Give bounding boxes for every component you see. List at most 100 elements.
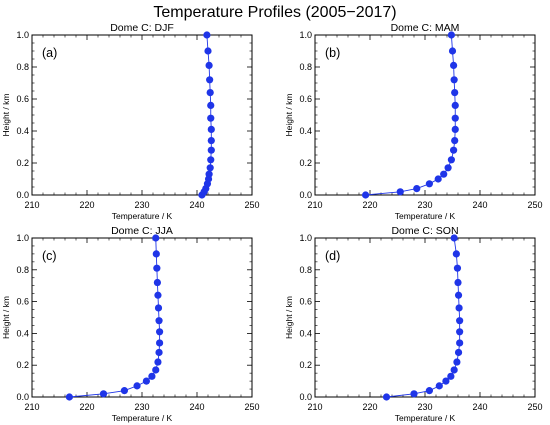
plot-frame xyxy=(31,237,253,398)
y-tick-label: 1.0 xyxy=(16,30,29,40)
x-tick-label: 230 xyxy=(417,200,432,210)
data-point xyxy=(207,101,215,109)
y-tick-label: 0.4 xyxy=(16,126,29,136)
data-point xyxy=(206,164,214,172)
y-tick-label: 0.0 xyxy=(16,190,29,200)
x-tick-label: 220 xyxy=(362,200,377,210)
data-point xyxy=(396,188,404,196)
y-tick-label: 0.2 xyxy=(16,158,29,168)
profile-line xyxy=(365,34,456,196)
x-tick-label: 240 xyxy=(472,402,487,412)
data-point xyxy=(447,372,455,380)
profile-line xyxy=(386,237,461,398)
data-point xyxy=(203,31,211,39)
x-tick-label: 230 xyxy=(417,402,432,412)
data-point xyxy=(440,170,448,178)
y-tick-label: 0.4 xyxy=(299,126,312,136)
x-tick-label: 250 xyxy=(244,200,259,210)
data-point xyxy=(451,89,459,97)
data-point xyxy=(207,156,215,164)
x-tick-label: 230 xyxy=(134,200,149,210)
panel-d: 210 220 230 240 250 0.0 0.2 0.4 0.6 0.8 1.0 Dome C:… xyxy=(284,225,543,423)
data-point xyxy=(65,393,73,401)
data-point xyxy=(454,291,463,299)
x-tick-label: 210 xyxy=(307,402,322,412)
data-point xyxy=(155,317,163,325)
data-point xyxy=(155,348,163,357)
data-point xyxy=(382,393,391,401)
x-tick-label: 250 xyxy=(244,402,259,412)
data-point xyxy=(425,180,433,188)
data-point xyxy=(156,339,164,347)
y-tick-label: 0.6 xyxy=(16,94,29,104)
panels-container: 210 220 230 240 250 0.0 0.2 0.4 0.6 0.8 1.0 Dome C:… xyxy=(1,22,543,423)
x-tick-label: 220 xyxy=(79,200,94,210)
data-point xyxy=(451,114,459,122)
x-axis-label: Temperature / K xyxy=(395,211,456,221)
x-tick-label: 240 xyxy=(189,402,204,412)
x-axis-label: Temperature / K xyxy=(395,413,456,423)
data-point xyxy=(434,175,442,183)
data-point xyxy=(450,146,458,154)
x-tick-label: 210 xyxy=(307,200,322,210)
data-point xyxy=(207,146,215,154)
panel-b: 210 220 230 240 250 0.0 0.2 0.4 0.6 0.8 1.0 Dome C:… xyxy=(284,22,543,221)
data-point xyxy=(447,156,455,164)
data-point xyxy=(206,76,214,84)
data-point xyxy=(410,390,418,398)
panel-label: (a) xyxy=(42,46,57,60)
panel-label: (d) xyxy=(325,249,340,263)
x-tick-label: 210 xyxy=(24,402,39,412)
data-point xyxy=(154,291,162,299)
y-tick-label: 0.0 xyxy=(299,392,312,402)
profile-line xyxy=(69,237,161,398)
data-point xyxy=(154,358,162,366)
data-point xyxy=(452,250,460,258)
x-tick-label: 240 xyxy=(189,200,204,210)
data-point xyxy=(442,377,450,385)
y-tick-label: 0.6 xyxy=(299,94,312,104)
data-point xyxy=(454,348,463,357)
panel-title: Dome C: MAM xyxy=(391,22,460,34)
panel-c: 210 220 230 240 250 0.0 0.2 0.4 0.6 0.8 1.0 Dome C:… xyxy=(1,225,260,423)
y-tick-label: 1.0 xyxy=(299,30,312,40)
plot-frame xyxy=(314,34,536,196)
panel-title: Dome C: SON xyxy=(391,225,458,237)
y-tick-label: 0.8 xyxy=(16,265,29,275)
y-axis-label: Height / km xyxy=(1,296,11,339)
data-point xyxy=(425,387,433,395)
y-axis-label: Height / km xyxy=(284,94,294,137)
data-point xyxy=(362,191,370,199)
y-tick-label: 0.4 xyxy=(16,328,29,338)
data-point xyxy=(455,304,463,312)
y-tick-label: 0.0 xyxy=(16,392,29,402)
data-point xyxy=(448,47,457,55)
x-tick-label: 210 xyxy=(24,200,39,210)
x-tick-label: 250 xyxy=(527,402,542,412)
data-point xyxy=(153,278,161,287)
x-tick-label: 220 xyxy=(362,402,377,412)
data-point xyxy=(152,366,160,374)
data-point xyxy=(456,339,464,347)
data-point xyxy=(142,377,150,385)
data-point xyxy=(453,358,461,366)
y-tick-label: 0.8 xyxy=(16,62,29,72)
data-point xyxy=(205,61,213,69)
plot-frame xyxy=(314,237,536,398)
y-tick-label: 0.2 xyxy=(299,158,312,168)
data-point xyxy=(444,164,452,172)
y-tick-label: 0.8 xyxy=(299,62,312,72)
y-tick-label: 1.0 xyxy=(299,233,312,243)
data-point xyxy=(413,185,421,193)
data-point xyxy=(152,250,160,258)
data-point xyxy=(451,101,459,109)
panel-a: 210 220 230 240 250 0.0 0.2 0.4 0.6 0.8 1.0 Dome C:… xyxy=(1,22,260,221)
data-point xyxy=(207,114,215,122)
data-point xyxy=(120,387,128,395)
data-point xyxy=(156,328,164,336)
data-point xyxy=(447,31,455,39)
data-point xyxy=(450,76,458,84)
data-point xyxy=(205,170,213,178)
data-point xyxy=(204,47,212,55)
data-point xyxy=(456,328,464,336)
